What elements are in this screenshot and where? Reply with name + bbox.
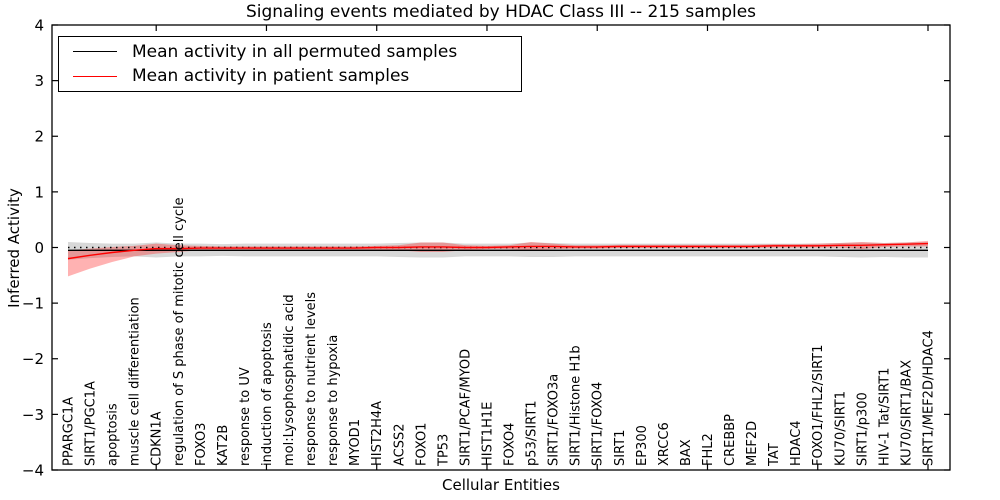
legend-label-permuted: Mean activity in all permuted samples <box>132 41 458 62</box>
x-category-label: TAT <box>767 443 782 467</box>
x-category-label: FOXO1/FHL2/SIRT1 <box>811 345 826 466</box>
chart-title: Signaling events mediated by HDAC Class … <box>245 2 757 22</box>
patient-line-swatch-icon <box>73 75 117 77</box>
y-tick-label: −2 <box>22 350 44 368</box>
y-tick-label: −1 <box>22 295 44 313</box>
x-category-label: HIST2H4A <box>370 401 385 466</box>
legend-label-patient: Mean activity in patient samples <box>132 66 410 87</box>
x-category-label: induction of apoptosis <box>260 322 275 466</box>
x-category-label: apoptosis <box>106 403 121 466</box>
x-category-label: FHL2 <box>701 433 716 466</box>
y-tick-label: 4 <box>34 16 44 34</box>
x-category-label: SIRT1/Histone H1b <box>569 345 584 466</box>
x-category-label: XRCC6 <box>657 422 672 466</box>
x-category-label: MEF2D <box>745 421 760 466</box>
x-category-label: mol:Lysophosphatidic acid <box>282 294 297 466</box>
x-category-label: CDKN1A <box>150 411 165 466</box>
x-category-label: p53/SIRT1 <box>525 400 540 466</box>
x-category-label: SIRT1/MEF2D/HDAC4 <box>922 330 937 466</box>
x-category-label: TP53 <box>436 434 451 467</box>
x-category-label: regulation of S phase of mitotic cell cy… <box>172 197 187 466</box>
y-tick-label: 2 <box>34 128 44 146</box>
x-category-label: BAX <box>679 439 694 466</box>
x-category-label: FOXO1 <box>414 423 429 466</box>
x-category-label: PPARGC1A <box>62 397 77 466</box>
x-category-label: SIRT1/FOXO4 <box>591 382 606 466</box>
x-category-label: FOXO4 <box>503 423 518 466</box>
y-tick-label: −4 <box>22 461 44 479</box>
x-category-label: SIRT1/PGC1A <box>84 381 99 466</box>
x-category-label: SIRT1/PCAF/MYOD <box>458 349 473 466</box>
patient-mean-line <box>67 242 929 260</box>
x-category-label: HIST1H1E <box>480 402 495 466</box>
x-category-label: KAT2B <box>216 425 231 466</box>
x-category-label: HDAC4 <box>789 420 804 466</box>
y-tick-label: 0 <box>34 239 44 257</box>
permuted-line-swatch-icon <box>73 51 117 53</box>
x-category-label: response to UV <box>238 367 253 466</box>
x-category-label: KU70/SIRT1 <box>833 391 848 466</box>
x-category-label: EP300 <box>635 425 650 466</box>
x-category-label: MYOD1 <box>348 419 363 466</box>
y-axis-label: Inferred Activity <box>5 188 23 308</box>
x-category-label: CREBBP <box>723 414 738 466</box>
x-category-label: FOXO3 <box>194 423 209 466</box>
y-tick-label: 1 <box>34 183 44 201</box>
legend: Mean activity in all permuted samples Me… <box>58 36 522 92</box>
x-category-label: SIRT1/FOXO3a <box>547 374 562 466</box>
x-axis-label: Cellular Entities <box>442 476 560 494</box>
x-category-label: HIV-1 Tat/SIRT1 <box>877 368 892 466</box>
x-category-label: SIRT1/p300 <box>855 392 870 466</box>
legend-row-patient: Mean activity in patient samples <box>59 66 521 86</box>
x-category-label: muscle cell differentiation <box>128 297 143 466</box>
legend-row-permuted: Mean activity in all permuted samples <box>59 42 521 62</box>
x-category-label: response to hypoxia <box>326 335 341 466</box>
y-tick-label: −3 <box>22 406 44 424</box>
x-category-label: SIRT1 <box>613 430 628 466</box>
x-category-label: KU70/SIRT1/BAX <box>899 360 914 466</box>
x-category-label: ACSS2 <box>392 423 407 466</box>
y-tick-label: 3 <box>34 72 44 90</box>
x-category-label: response to nutrient levels <box>304 292 319 466</box>
